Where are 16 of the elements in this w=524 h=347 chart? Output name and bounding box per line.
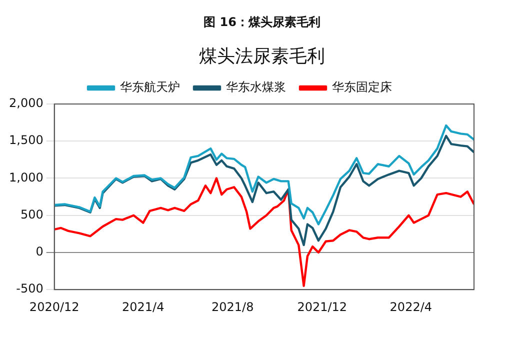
chart-subtitle: 煤头法尿素毛利 [198,45,326,68]
y-tick-label: 1,000 [8,170,44,184]
chart-title: 图 16：煤头尿素毛利 [202,14,322,30]
legend-label: 华东固定床 [332,80,392,94]
legend-label: 华东航天炉 [120,80,180,94]
x-tick-label: 2021/12 [297,300,348,314]
x-tick-label: 2021/4 [122,300,164,314]
y-tick-label: 500 [20,207,44,222]
x-tick-label: 2021/8 [212,300,254,314]
y-tick-label: 0 [36,244,44,259]
y-tick-label: -500 [16,282,44,296]
y-tick-label: 2,000 [8,96,44,110]
legend-label: 华东水煤浆 [226,80,286,94]
y-tick-label: 1,500 [8,133,44,148]
x-tick-label: 2022/4 [390,300,432,314]
x-tick-label: 2020/12 [29,300,80,314]
